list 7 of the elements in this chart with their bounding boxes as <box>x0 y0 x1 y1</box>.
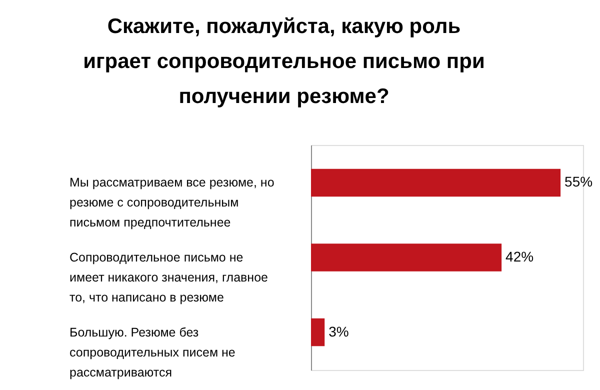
data-label: 55% <box>564 174 593 190</box>
y-tick-label: Сопроводительное письмо не имеет никакого значения, главное то, что написано в резюме <box>70 250 268 304</box>
y-tick-label: Большую. Резюме без сопроводительных писем не рассматриваются <box>70 325 236 380</box>
chart-title: Скажите, пожалуйста, какую роль играет сопроводительное письмо при получении резюме? <box>83 15 485 108</box>
y-tick-label: Мы рассматриваем все резюме, но резюме с сопроводительным письмом предпочтительнее <box>70 176 274 230</box>
data-label: 3% <box>328 323 349 340</box>
data-label: 42% <box>506 248 534 264</box>
